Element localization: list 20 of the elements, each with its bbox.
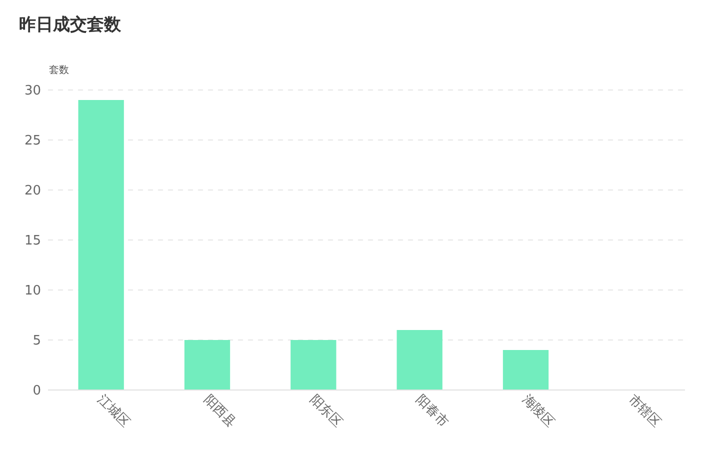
bar (396, 330, 442, 390)
bar (290, 340, 336, 390)
x-tick-label: 江城区 (94, 392, 132, 430)
x-tick-label: 海陵区 (518, 392, 558, 430)
y-tick-label: 15 (24, 234, 41, 249)
y-tick-label: 20 (24, 184, 41, 199)
y-tick-label: 0 (32, 384, 41, 399)
chart-title: 昨日成交套数 (19, 15, 122, 35)
bar (184, 340, 230, 390)
y-axis-title: 套数 (49, 64, 69, 76)
y-tick-label: 30 (24, 84, 41, 99)
y-tick-label: 25 (24, 134, 41, 149)
x-tick-label: 市辖区 (625, 392, 664, 430)
y-tick-label: 10 (24, 284, 41, 299)
y-tick-label: 5 (32, 334, 41, 349)
bar (78, 100, 124, 390)
x-tick-label: 阳西县 (200, 392, 239, 430)
x-tick-label: 阳春市 (412, 392, 451, 430)
x-tick-label: 阳东区 (306, 392, 345, 430)
bar (502, 350, 549, 390)
